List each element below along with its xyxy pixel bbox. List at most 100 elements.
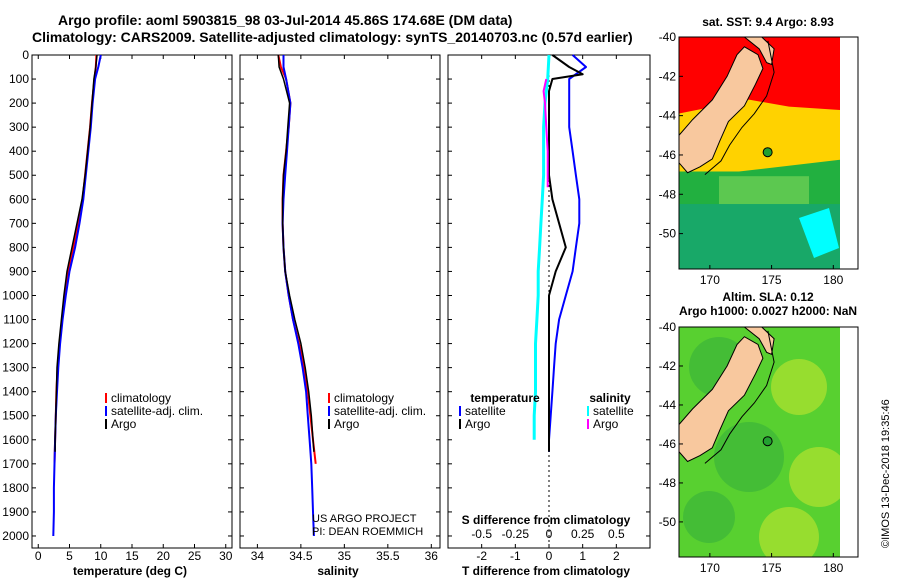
depth-tick-label: 900 — [9, 264, 29, 278]
sst-map-panel: sat. SST: 9.4 Argo: 8.93 -40 -42 -44 -46 -48 -… — [659, 15, 859, 287]
sla-map-field — [679, 327, 840, 557]
latitude-tick-label: -48 — [659, 476, 677, 490]
salinity-diff-legend-label: satellite — [593, 404, 634, 418]
difference-x-tick-label: 1 — [579, 549, 586, 563]
salinity-axes — [239, 54, 441, 549]
latitude-tick-label: -42 — [659, 359, 677, 373]
depth-tick-label: 1900 — [2, 505, 29, 519]
depth-tick-label: 100 — [9, 72, 29, 86]
new-zealand-land — [679, 336, 764, 463]
salinity-legend-label: satellite-adj. clim. — [334, 404, 426, 418]
sla-map-title: Altim. SLA: 0.12 — [722, 290, 814, 304]
salinity-legend-label: climatology — [334, 391, 394, 405]
temperature-diff-legend-label: satellite — [465, 404, 506, 418]
chart-title: Argo profile: aoml 5903815_98 03-Jul-201… — [58, 12, 513, 28]
sst-map-frame — [678, 36, 859, 270]
latitude-tick-label: -50 — [659, 227, 677, 241]
temperature-x-tick-label: 0 — [35, 549, 42, 563]
depth-tick-label: 400 — [9, 144, 29, 158]
salinity-x-tick-label: 34.5 — [289, 549, 313, 563]
sst-map-margin — [840, 37, 858, 269]
depth-tick-label: 1800 — [2, 481, 29, 495]
salinity-difference-axis-label: S difference from climatology — [462, 513, 631, 527]
latitude-tick-label: -50 — [659, 515, 677, 529]
temperature-x-tick-label: 25 — [188, 549, 202, 563]
salinity-argo-line — [277, 54, 315, 452]
salinity-difference-tick-label: 0.5 — [608, 527, 625, 541]
temperature-satellite-line — [52, 54, 102, 537]
sla-map-frame — [678, 326, 859, 558]
temperature-axis-label: temperature (deg C) — [73, 564, 187, 578]
salinity-difference-tick-label: 0.25 — [571, 527, 595, 541]
depth-tick-label: 1100 — [3, 313, 29, 327]
imos-stamp: ©IMOS 13-Dec-2018 19:35:46 — [880, 399, 892, 548]
latitude-tick-label: -40 — [659, 320, 677, 334]
depth-tick-label: 700 — [9, 216, 29, 230]
sla-anomaly-patch — [683, 491, 735, 543]
longitude-tick-label: 175 — [762, 273, 782, 287]
temperature-legend-label: climatology — [111, 391, 171, 405]
temperature-x-tick-label: 15 — [125, 549, 139, 563]
temperature-x-tick-label: 5 — [66, 549, 73, 563]
temperature-difference-satellite-line — [548, 54, 587, 452]
north-island-land — [743, 37, 775, 66]
temperature-x-tick-label: 20 — [157, 549, 171, 563]
temperature-x-tick-label: 10 — [94, 549, 108, 563]
latitude-tick-label: -40 — [659, 30, 677, 44]
difference-x-tick-label: -2 — [476, 549, 487, 563]
sst-map-title: sat. SST: 9.4 Argo: 8.93 — [702, 15, 834, 29]
salinity-difference-argo-line — [542, 78, 549, 188]
sst-map-field — [679, 37, 840, 269]
pi-annotation: PI: DEAN ROEMMICH — [312, 526, 423, 538]
depth-tick-label: 300 — [9, 120, 29, 134]
longitude-tick-label: 180 — [823, 561, 843, 575]
salinity-x-tick-label: 36 — [425, 549, 439, 563]
salinity-difference-tick-label: -0.5 — [471, 527, 492, 541]
salinity-diff-legend-label: Argo — [593, 417, 619, 431]
salinity-legend-label: Argo — [334, 417, 360, 431]
temperature-axes — [31, 54, 233, 549]
difference-x-tick-label: 0 — [546, 549, 553, 563]
latitude-tick-label: -48 — [659, 187, 677, 201]
temperature-panel: 0100200300400500600700800900100011001200… — [2, 48, 232, 578]
bathymetry-contour — [704, 330, 775, 464]
new-zealand-land — [679, 46, 764, 174]
salinity-x-tick-label: 34 — [251, 549, 265, 563]
north-island-land — [743, 327, 775, 355]
temperature-legend-label: satellite-adj. clim. — [111, 404, 203, 418]
temperature-legend-title: temperature — [470, 391, 540, 405]
depth-tick-label: 1600 — [2, 433, 29, 447]
latitude-tick-label: -46 — [659, 437, 677, 451]
salinity-difference-satellite-line — [532, 54, 551, 440]
latitude-tick-label: -46 — [659, 148, 677, 162]
longitude-tick-label: 180 — [823, 273, 843, 287]
sla-anomaly-patch — [759, 507, 819, 557]
sla-map-subtitle: Argo h1000: 0.0027 h2000: NaN — [679, 304, 857, 318]
bathymetry-contour — [704, 40, 775, 175]
depth-tick-label: 600 — [9, 192, 29, 206]
depth-tick-label: 1500 — [2, 409, 29, 423]
depth-tick-label: 2000 — [2, 529, 29, 543]
longitude-tick-label: 170 — [700, 273, 720, 287]
depth-tick-label: 1400 — [2, 385, 29, 399]
sla-anomaly-patch — [714, 422, 784, 492]
salinity-difference-tick-label: 0 — [546, 527, 553, 541]
latitude-tick-label: -44 — [659, 109, 677, 123]
salinity-legend-title: salinity — [589, 391, 631, 405]
depth-tick-label: 1200 — [2, 337, 29, 351]
temperature-climatology-line — [53, 54, 98, 464]
temperature-difference-argo-line — [548, 54, 584, 452]
temperature-argo-line — [54, 54, 98, 452]
longitude-tick-label: 170 — [700, 561, 720, 575]
sst-green-band — [719, 176, 809, 205]
longitude-tick-label: 175 — [762, 561, 782, 575]
sla-map-margin — [840, 327, 858, 557]
depth-tick-label: 800 — [9, 240, 29, 254]
salinity-x-tick-label: 35 — [338, 549, 352, 563]
argo-float-marker — [762, 436, 773, 447]
sla-anomaly-patch — [789, 447, 840, 507]
argo-float-marker — [762, 147, 773, 158]
depth-tick-label: 1000 — [2, 288, 29, 302]
